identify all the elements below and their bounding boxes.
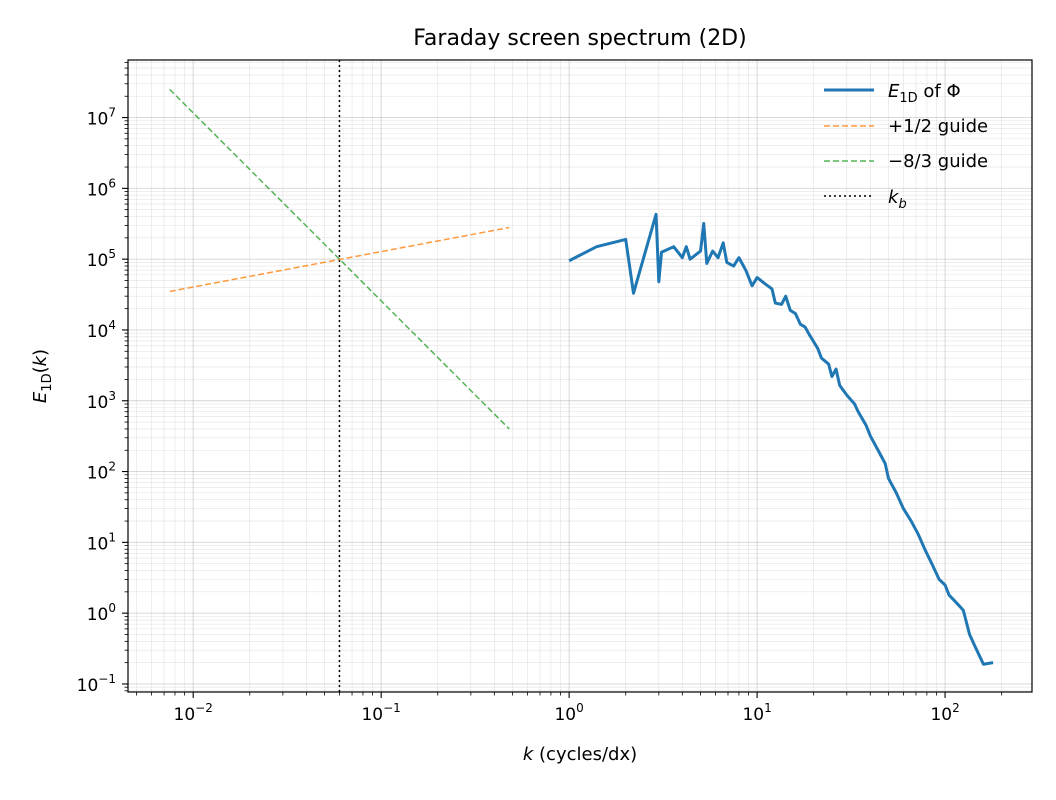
y-tick-label: 102 — [87, 460, 116, 484]
half-guide-line — [169, 226, 510, 293]
legend-label-e1d: E1D of Φ — [888, 81, 961, 106]
x-axis-label: k (cycles/dx) — [523, 744, 637, 765]
y-tick-label: 10−1 — [77, 672, 116, 696]
x-tick-label: 100 — [554, 701, 583, 725]
plot-lines — [169, 60, 994, 692]
y-tick-label: 107 — [87, 106, 116, 130]
legend: E1D of Φ +1/2 guide −8/3 guide kb — [824, 81, 988, 212]
legend-label-half-guide: +1/2 guide — [888, 116, 988, 137]
y-tick-label: 103 — [87, 389, 116, 413]
x-tick-label: 10−1 — [361, 701, 400, 725]
y-tick-label: 106 — [87, 176, 116, 200]
grid — [128, 60, 1032, 692]
y-tick-label: 104 — [87, 318, 116, 342]
chart-title: Faraday screen spectrum (2D) — [413, 26, 746, 51]
y-tick-label: 100 — [87, 601, 116, 625]
x-tick-label: 10−2 — [174, 701, 213, 725]
x-tick-label: 101 — [742, 701, 771, 725]
y-axis-label: E1D(k) — [30, 349, 55, 403]
e1d-series-line — [568, 212, 994, 666]
legend-label-kb: kb — [888, 187, 907, 212]
axis-ticks: 10−2 10−1 100 101 102 10−1 100 101 102 103 104 105 1… — [77, 62, 1003, 725]
y-tick-label: 101 — [87, 530, 116, 554]
y-tick-label: 105 — [87, 247, 116, 271]
legend-label-eight-thirds-guide: −8/3 guide — [888, 151, 988, 172]
eight-thirds-guide-line — [169, 88, 510, 430]
x-tick-label: 102 — [930, 701, 959, 725]
plot-frame — [127, 59, 1033, 693]
